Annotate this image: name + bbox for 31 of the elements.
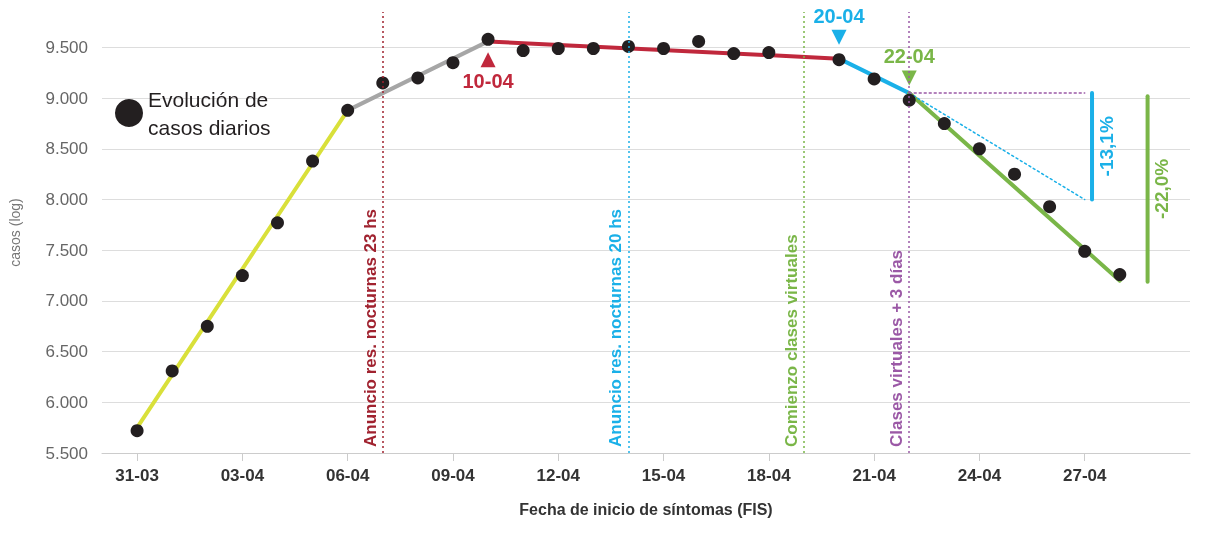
data-label: 10-04 <box>462 70 515 93</box>
data-label: 22-04 <box>883 45 936 68</box>
x-tick-label: 24-04 <box>957 466 1002 485</box>
y-tick-label: 9.500 <box>45 37 88 57</box>
annotation: -13,1% <box>1095 116 1117 177</box>
x-tick-label: 21-04 <box>852 466 897 485</box>
y-tick-label: 7.500 <box>45 240 88 260</box>
y-tick-label: 6.000 <box>45 392 88 412</box>
ref-line-label: Clases virtuales + 3 días <box>887 249 907 447</box>
x-tick-label: 15-04 <box>641 466 686 485</box>
y-axis-title: casos (log) <box>7 198 23 267</box>
x-tick-label: 31-03 <box>115 466 159 485</box>
data-label: 20-04 <box>813 4 866 27</box>
annotation: -22,0% <box>1151 158 1173 220</box>
x-tick-label: 27-04 <box>1062 466 1107 485</box>
ref-line-label: Anuncio res. nocturnas 20 hs <box>606 208 626 447</box>
y-tick-label: 7.000 <box>45 291 88 311</box>
x-tick-label: 18-04 <box>747 466 792 485</box>
x-tick-label: 03-04 <box>220 466 265 485</box>
legend-label: Evolución de casos diarios <box>148 87 275 139</box>
x-tick-label: 12-04 <box>536 466 581 485</box>
x-tick-label: 09-04 <box>431 466 476 485</box>
y-tick-label: 8.000 <box>45 190 88 210</box>
ref-line-label: Comienzo clases virtuales <box>781 234 801 447</box>
y-tick-label: 8.500 <box>45 139 88 159</box>
y-tick-label: 5.500 <box>45 443 88 463</box>
x-axis-title: Fecha de inicio de síntomas (FIS) <box>519 500 773 518</box>
x-tick-label: 06-04 <box>325 466 370 485</box>
ref-line-label: Anuncio res. nocturnas 23 hs <box>360 208 380 447</box>
y-tick-label: 9.000 <box>45 88 88 108</box>
y-tick-label: 6.500 <box>45 342 88 362</box>
